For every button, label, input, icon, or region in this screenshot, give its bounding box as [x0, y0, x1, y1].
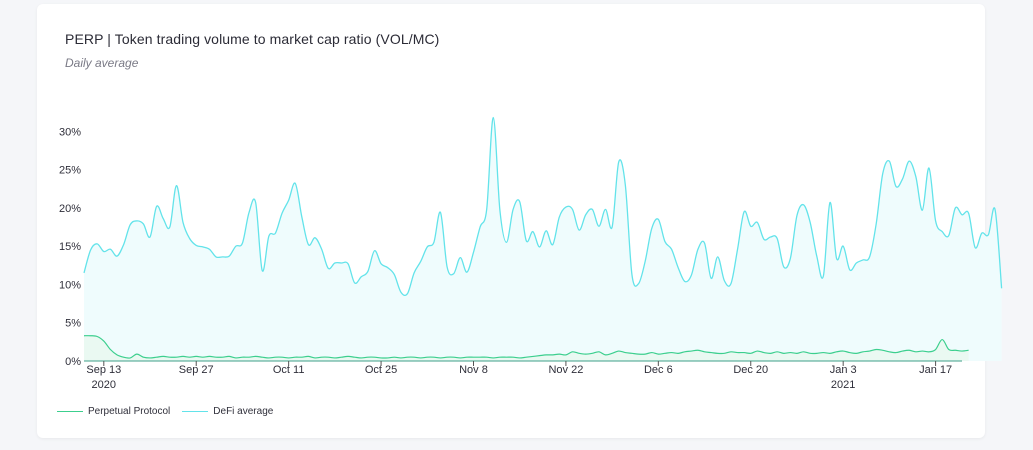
defi-average-line — [83, 116, 1003, 297]
x-tick-label: Dec 20 — [733, 364, 768, 376]
y-tick-label: 0% — [65, 356, 81, 368]
legend-item-defi-average[interactable]: DeFi average — [182, 406, 273, 417]
x-tick-label: Dec 6 — [644, 364, 673, 376]
legend-label: DeFi average — [213, 406, 274, 417]
x-tick-label: Oct 11 — [273, 364, 305, 376]
x-tick-label: Sep 27 — [179, 364, 214, 376]
x-axis: Sep 13 2020 Sep 27 Oct 11 Oct 25 Nov 8 Nov 22 D… — [86, 361, 952, 391]
perpetual-protocol-area — [84, 335, 969, 361]
chart-subtitle: Daily average — [65, 56, 139, 70]
x-tick-year-label: 2020 — [92, 379, 116, 391]
y-tick-label: 20% — [59, 203, 81, 215]
y-tick-label: 15% — [59, 241, 81, 253]
y-tick-label: 5% — [65, 318, 81, 330]
legend-label: Perpetual Protocol — [88, 406, 171, 417]
x-tick-label: Sep 13 — [86, 364, 121, 376]
y-axis: 0% 5% 10% 15% 20% 25% 30% — [59, 126, 81, 368]
legend-swatch — [182, 411, 209, 412]
legend-swatch — [57, 411, 83, 412]
x-tick-label: Nov 8 — [459, 364, 488, 376]
y-tick-label: 25% — [59, 165, 81, 177]
x-tick-label: Oct 25 — [365, 364, 397, 376]
legend-item-perpetual-protocol[interactable]: Perpetual Protocol — [57, 406, 170, 417]
x-tick-label: Nov 22 — [548, 364, 583, 376]
x-tick-label: Jan 17 — [919, 364, 952, 376]
x-tick-year-label: 2021 — [831, 379, 855, 391]
series-lines — [83, 116, 1003, 359]
y-tick-label: 30% — [59, 126, 81, 138]
legend: Perpetual Protocol DeFi average — [57, 406, 285, 417]
perpetual-protocol-line — [83, 335, 969, 359]
y-tick-label: 10% — [59, 279, 81, 291]
x-tick-label: Jan 3 — [830, 364, 857, 376]
chart-title: PERP | Token trading volume to market ca… — [65, 31, 440, 47]
